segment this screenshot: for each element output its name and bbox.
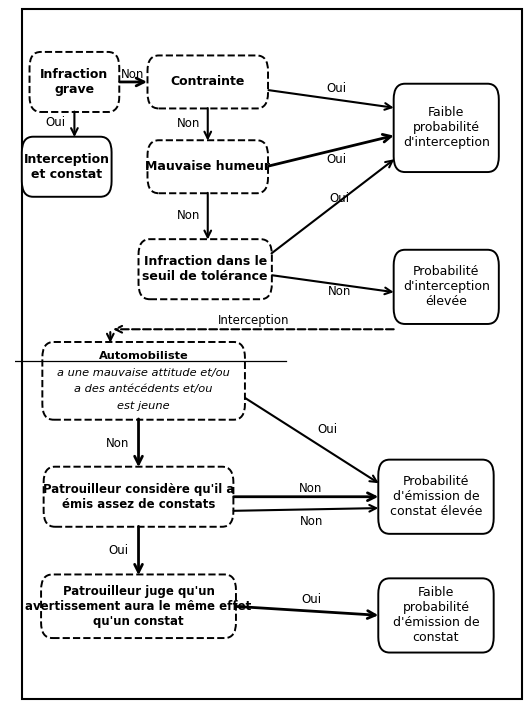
- Text: Probabilité
d'émission de
constat élevée: Probabilité d'émission de constat élevée: [390, 475, 482, 518]
- Text: Contrainte: Contrainte: [170, 76, 245, 88]
- Text: Non: Non: [299, 481, 322, 495]
- Text: Non: Non: [177, 117, 200, 130]
- FancyBboxPatch shape: [378, 459, 494, 534]
- Text: Oui: Oui: [326, 82, 346, 95]
- FancyBboxPatch shape: [394, 84, 499, 172]
- Text: Patrouilleur considère qu'il a
émis assez de constats: Patrouilleur considère qu'il a émis asse…: [43, 483, 234, 510]
- FancyBboxPatch shape: [394, 250, 499, 324]
- Text: Oui: Oui: [326, 153, 346, 166]
- FancyBboxPatch shape: [378, 578, 494, 653]
- Text: Interception
et constat: Interception et constat: [24, 153, 110, 181]
- Text: Infraction
grave: Infraction grave: [40, 68, 108, 96]
- Text: Oui: Oui: [330, 192, 350, 205]
- FancyBboxPatch shape: [43, 467, 233, 527]
- Text: Interception: Interception: [218, 314, 290, 327]
- Text: Faible
probabilité
d'interception: Faible probabilité d'interception: [403, 106, 490, 149]
- FancyBboxPatch shape: [42, 342, 245, 420]
- Text: Non: Non: [328, 285, 351, 298]
- FancyBboxPatch shape: [22, 137, 112, 197]
- Text: Patrouilleur juge qu'un
avertissement aura le même effet
qu'un constat: Patrouilleur juge qu'un avertissement au…: [25, 585, 252, 628]
- Text: est jeune: est jeune: [117, 401, 170, 411]
- FancyBboxPatch shape: [139, 239, 272, 299]
- Text: Mauvaise humeur: Mauvaise humeur: [145, 160, 270, 173]
- Text: Oui: Oui: [45, 116, 66, 130]
- Text: Oui: Oui: [108, 544, 128, 557]
- Text: Oui: Oui: [317, 423, 338, 436]
- FancyBboxPatch shape: [41, 574, 236, 638]
- Text: Non: Non: [300, 515, 324, 528]
- Text: a une mauvaise attitude et/ou: a une mauvaise attitude et/ou: [57, 367, 230, 377]
- FancyBboxPatch shape: [148, 140, 268, 193]
- Text: Automobiliste: Automobiliste: [99, 351, 188, 361]
- FancyBboxPatch shape: [22, 9, 522, 699]
- Text: Non: Non: [177, 209, 200, 222]
- Text: Infraction dans le
seuil de tolérance: Infraction dans le seuil de tolérance: [142, 255, 268, 283]
- Text: Non: Non: [106, 437, 130, 450]
- Text: Oui: Oui: [302, 593, 322, 606]
- Text: Probabilité
d'interception
élevée: Probabilité d'interception élevée: [403, 266, 490, 309]
- FancyBboxPatch shape: [148, 55, 268, 108]
- Text: a des antécédents et/ou: a des antécédents et/ou: [75, 384, 213, 394]
- Text: Non: Non: [121, 68, 144, 81]
- FancyBboxPatch shape: [30, 52, 119, 112]
- Text: Faible
probabilité
d'émission de
constat: Faible probabilité d'émission de constat: [393, 586, 479, 644]
